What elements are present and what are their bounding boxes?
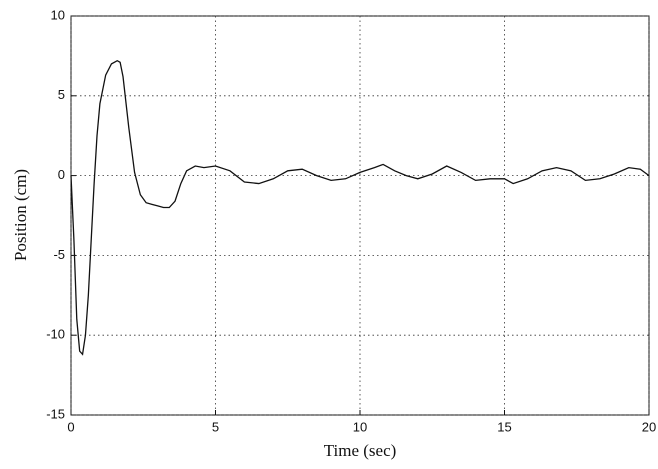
y-axis-title: Position (cm) xyxy=(11,169,30,261)
x-axis-title: Time (sec) xyxy=(324,441,397,460)
x-tick-label: 10 xyxy=(353,419,367,434)
y-tick-label: -5 xyxy=(53,247,65,262)
x-tick-label: 0 xyxy=(67,419,74,434)
chart: Time (sec) Position (cm) -15 -10 -5 0 5 10 0 5 1… xyxy=(0,0,658,469)
x-tick-label: 5 xyxy=(212,419,219,434)
data-line xyxy=(71,61,649,355)
x-tick-label: 15 xyxy=(497,419,511,434)
y-tick-label: 0 xyxy=(58,167,65,182)
y-tick-label: -15 xyxy=(46,406,65,421)
y-tick-label: 5 xyxy=(58,87,65,102)
y-tick-label: 10 xyxy=(51,7,65,22)
y-tick-label: -10 xyxy=(46,327,65,342)
x-tick-label: 20 xyxy=(642,419,656,434)
